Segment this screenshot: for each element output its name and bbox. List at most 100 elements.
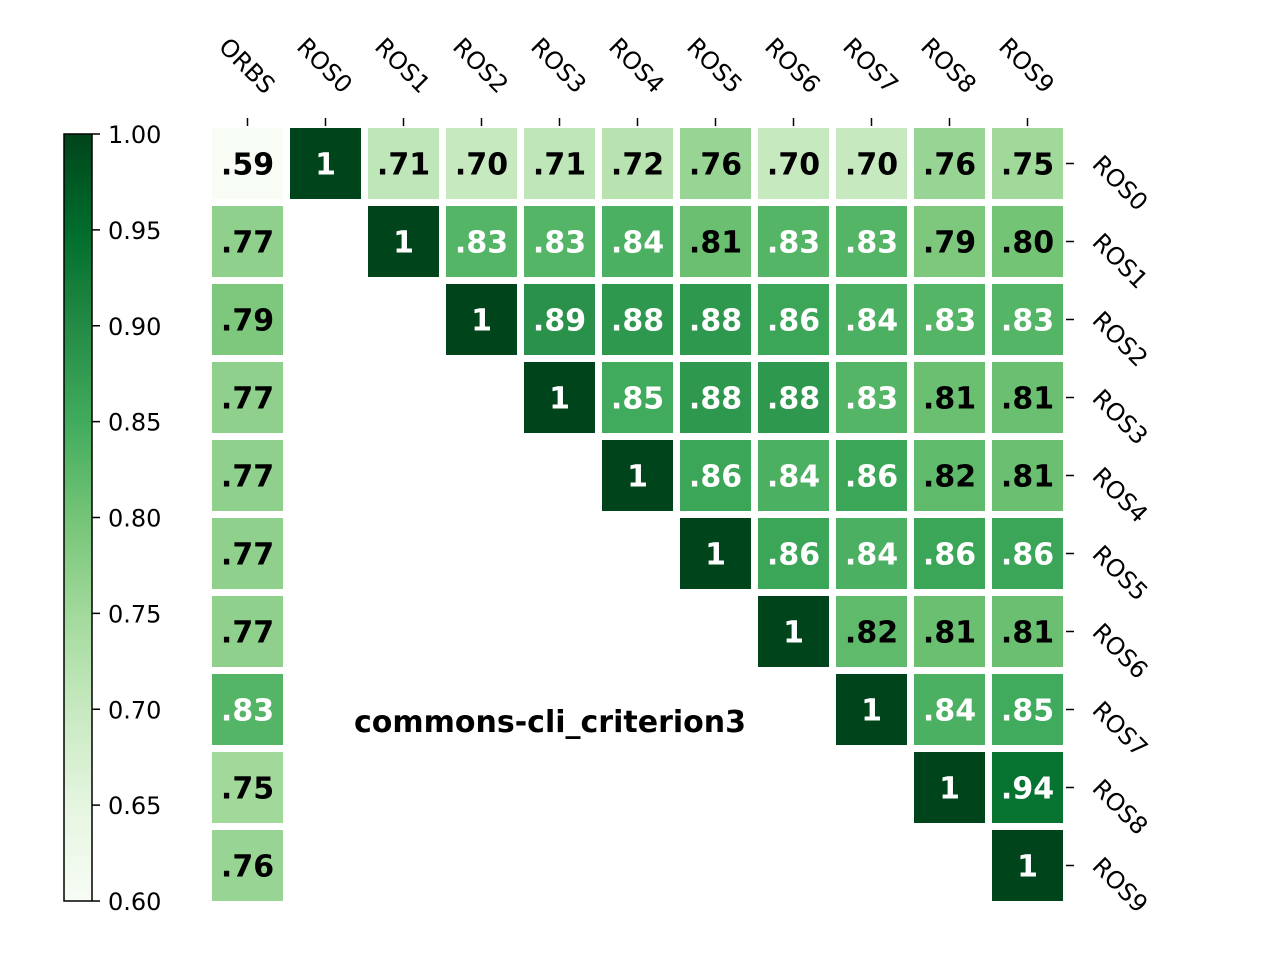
heatmap-cell	[992, 206, 1063, 277]
heatmap-cells: .59 1 .71 .70 .71 .72 .76 .70 .70 .76 .75 .77 1 .83 .8…	[212, 128, 1063, 901]
colorbar-tick-label: 0.60	[108, 888, 161, 916]
cell-value-label: .85	[1001, 694, 1054, 729]
heatmap-cell	[836, 206, 907, 277]
cell-value-label: .84	[923, 694, 976, 729]
row-tick-label: ROS3	[1087, 384, 1154, 451]
heatmap-cell	[680, 128, 751, 199]
cell-value-label: .86	[923, 538, 976, 573]
cell-value-label: .81	[1001, 616, 1054, 651]
cell-value-label: .80	[1001, 226, 1054, 261]
heatmap-cell	[836, 128, 907, 199]
heatmap-cell	[914, 518, 985, 589]
cell-value-label: .83	[533, 226, 586, 261]
heatmap-cell	[992, 596, 1063, 667]
column-tick-label: ROS1	[369, 32, 436, 99]
cell-value-label: .94	[1001, 772, 1054, 807]
chart-title: commons-cli_criterion3	[354, 705, 746, 740]
cell-value-label: .88	[611, 304, 664, 339]
cell-value-label: .81	[923, 382, 976, 417]
cell-value-label: .86	[845, 460, 898, 495]
cell-value-label: .88	[689, 382, 742, 417]
cell-value-label: .83	[767, 226, 820, 261]
cell-value-label: 1	[315, 148, 336, 183]
cell-value-label: .77	[221, 460, 274, 495]
heatmap-cell	[368, 206, 439, 277]
colorbar-tick-label: 0.85	[108, 409, 161, 437]
row-tick-label: ROS5	[1087, 540, 1154, 607]
cell-value-label: .70	[845, 148, 898, 183]
cell-value-label: .72	[611, 148, 664, 183]
cell-value-label: 1	[471, 304, 492, 339]
cell-value-label: .75	[221, 772, 274, 807]
heatmap-cell	[212, 440, 283, 511]
row-tick-label: ROS1	[1087, 228, 1154, 295]
cell-value-label: .86	[767, 304, 820, 339]
cell-value-label: .83	[1001, 304, 1054, 339]
heatmap-cell	[212, 518, 283, 589]
cell-value-label: 1	[549, 382, 570, 417]
cell-value-label: .88	[767, 382, 820, 417]
colorbar-ticks: 1.00 0.95 0.90 0.85 0.80 0.75 0.70 0.65 0.60	[92, 121, 161, 916]
heatmap-cell	[602, 206, 673, 277]
cell-value-label: 1	[705, 538, 726, 573]
heatmap-cell	[212, 752, 283, 823]
cell-value-label: 1	[393, 226, 414, 261]
column-tick-label: ROS5	[681, 32, 748, 99]
cell-value-label: .83	[845, 382, 898, 417]
cell-value-label: .77	[221, 226, 274, 261]
heatmap-cell	[446, 284, 517, 355]
column-tick-label: ROS6	[759, 32, 826, 99]
cell-value-label: .71	[377, 148, 430, 183]
cell-value-label: .81	[923, 616, 976, 651]
column-tick-label: ROS7	[837, 32, 904, 99]
colorbar-gradient	[63, 133, 93, 902]
column-axis: ORBS ROS0 ROS1 ROS2 ROS3 ROS4 ROS5 ROS6 ROS7 ROS8…	[213, 32, 1060, 126]
heatmap-cell	[602, 128, 673, 199]
heatmap-cell	[914, 440, 985, 511]
colorbar-tick-label: 0.75	[108, 600, 161, 628]
cell-value-label: .75	[1001, 148, 1054, 183]
cell-value-label: .84	[611, 226, 664, 261]
cell-value-label: .79	[923, 226, 976, 261]
colorbar-tick-label: 0.90	[108, 313, 161, 341]
heatmap-cell	[758, 518, 829, 589]
heatmap-cell	[758, 284, 829, 355]
column-tick-label: ROS4	[603, 32, 670, 99]
heatmap-cell	[524, 284, 595, 355]
heatmap-cell	[680, 518, 751, 589]
heatmap-cell	[212, 596, 283, 667]
heatmap-cell	[212, 128, 283, 199]
colorbar-tick-label: 0.80	[108, 505, 161, 533]
colorbar: 1.00 0.95 0.90 0.85 0.80 0.75 0.70 0.65 0.60	[63, 121, 161, 916]
colorbar-tick-label: 1.00	[108, 121, 161, 149]
heatmap-cell	[992, 362, 1063, 433]
row-tick-label: ROS6	[1087, 618, 1154, 685]
cell-value-label: .76	[923, 148, 976, 183]
row-axis: ROS0 ROS1 ROS2 ROS3 ROS4 ROS5 ROS6 ROS7 ROS8 ROS9	[1066, 150, 1154, 918]
colorbar-tick-label: 0.65	[108, 792, 161, 820]
heatmap-cell	[212, 362, 283, 433]
heatmap-cell	[758, 206, 829, 277]
cell-value-label: .83	[923, 304, 976, 339]
heatmap-cell	[992, 830, 1063, 901]
heatmap-cell	[914, 284, 985, 355]
heatmap-cell	[836, 362, 907, 433]
heatmap-cell	[680, 284, 751, 355]
heatmap-cell	[524, 206, 595, 277]
cell-value-label: .88	[689, 304, 742, 339]
cell-value-label: 1	[861, 694, 882, 729]
cell-value-label: .82	[845, 616, 898, 651]
heatmap-cell	[992, 518, 1063, 589]
heatmap-cell	[836, 518, 907, 589]
cell-value-label: .89	[533, 304, 586, 339]
heatmap-cell	[836, 284, 907, 355]
heatmap-cell	[914, 206, 985, 277]
heatmap-cell	[212, 830, 283, 901]
heatmap-cell	[758, 362, 829, 433]
cell-value-label: .76	[221, 850, 274, 885]
colorbar-tick-label: 0.95	[108, 217, 161, 245]
heatmap-cell	[602, 440, 673, 511]
heatmap-cell	[602, 284, 673, 355]
row-tick-label: ROS0	[1087, 150, 1154, 217]
